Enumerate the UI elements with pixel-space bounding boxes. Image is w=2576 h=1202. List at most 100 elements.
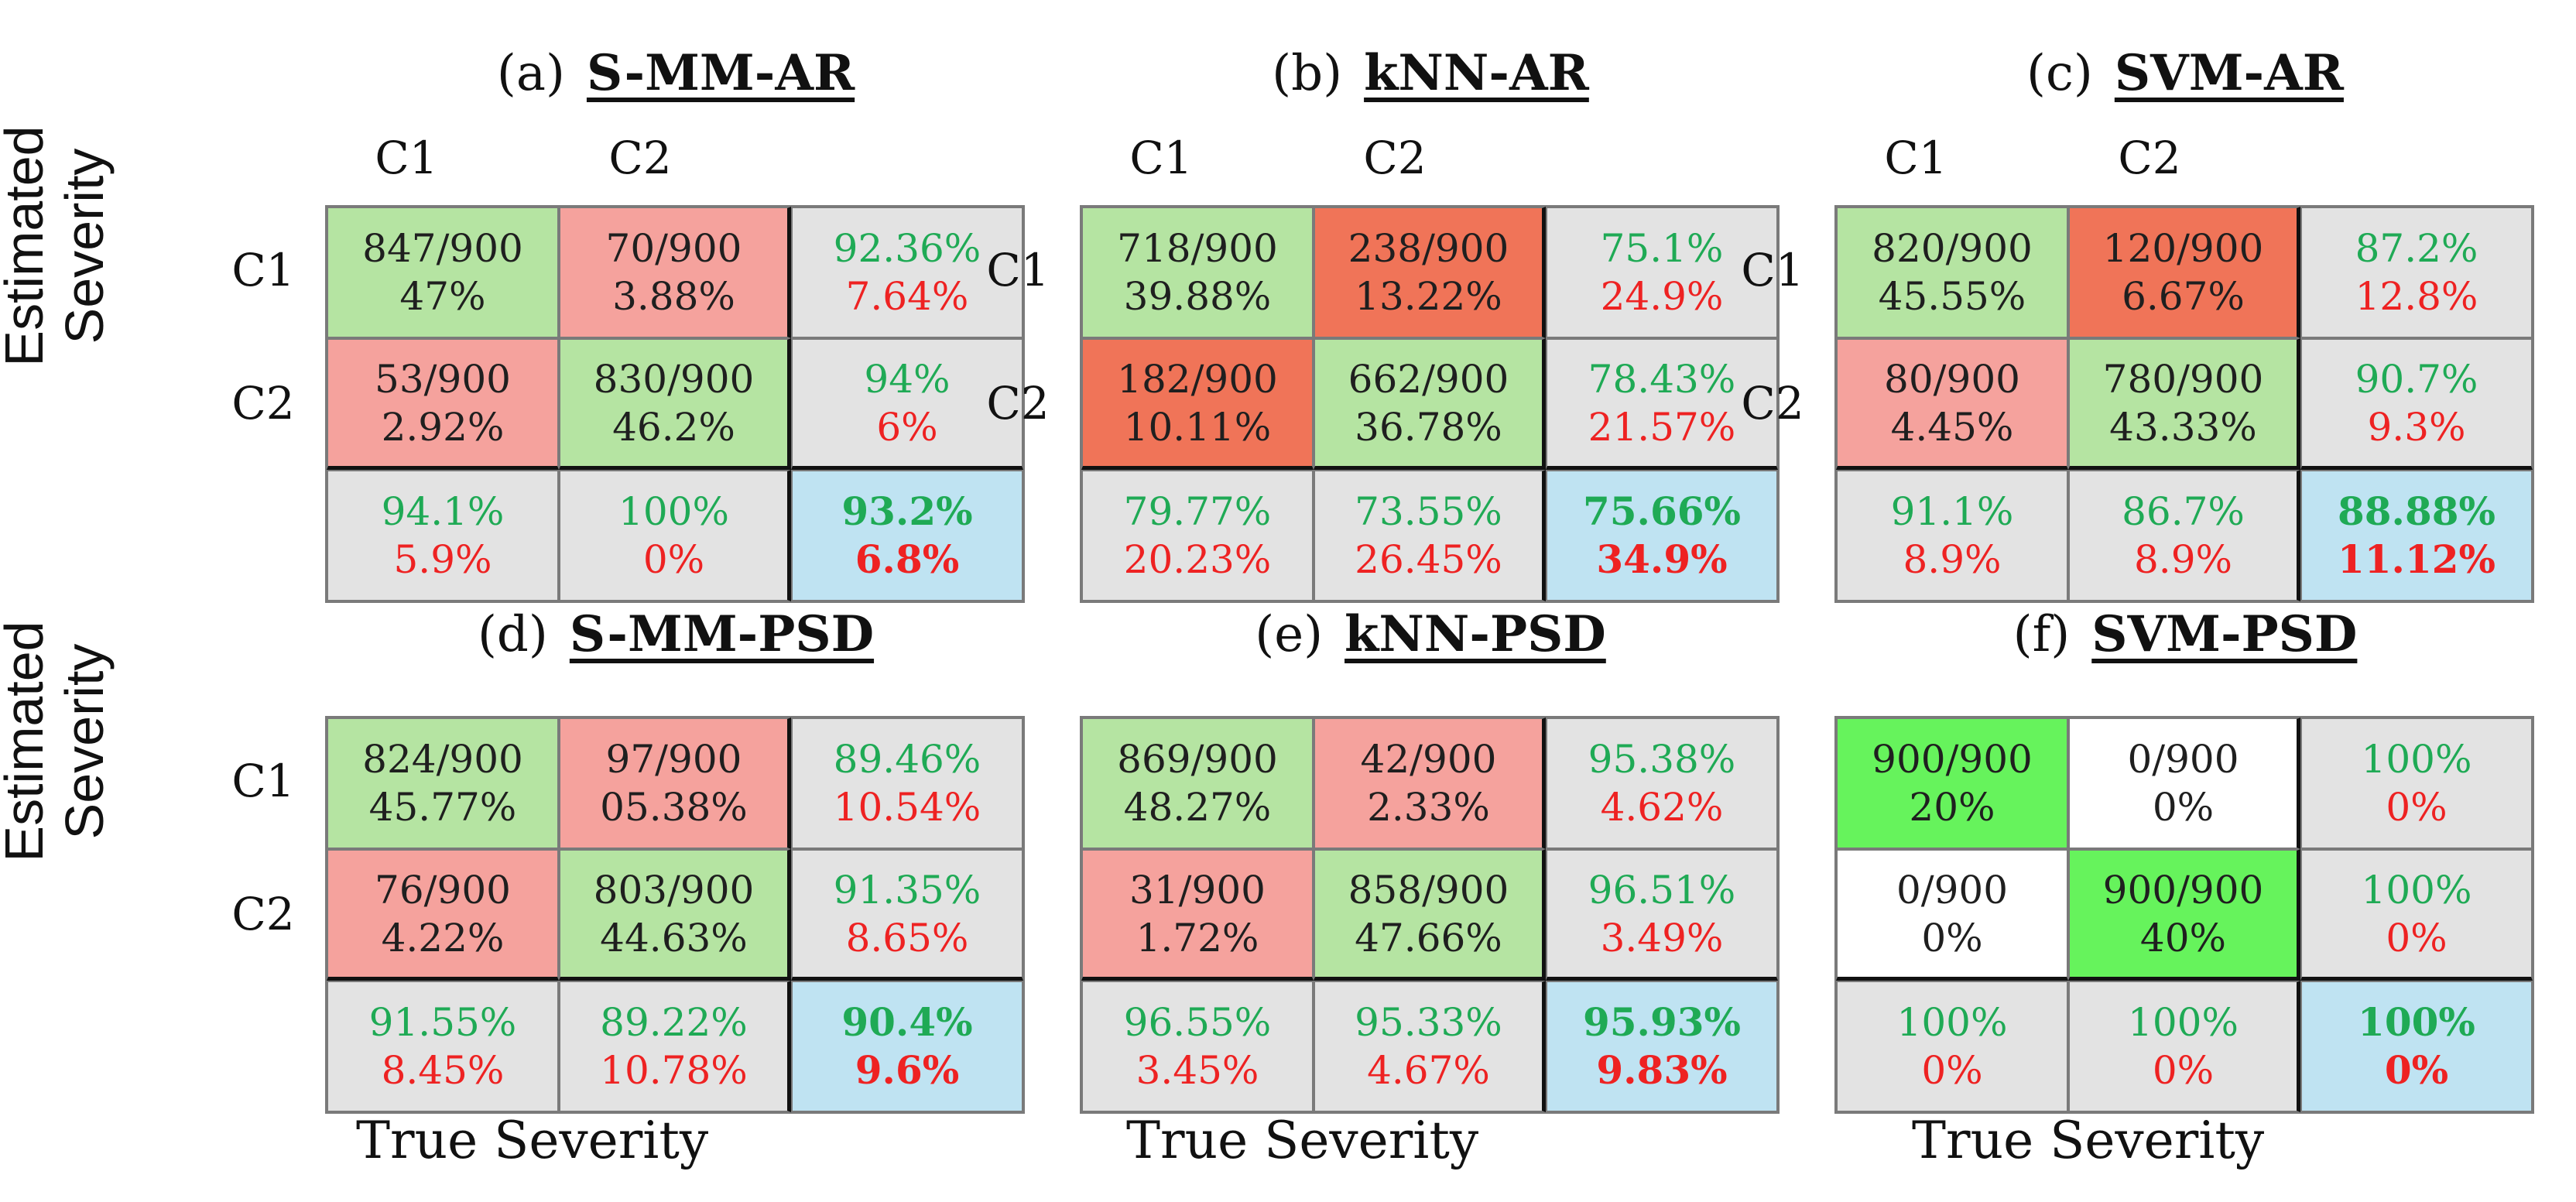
- cell-percent: 45.55%: [1878, 274, 2026, 319]
- cell-percent: 2.92%: [381, 404, 505, 450]
- column-header-2: C2: [1363, 132, 1427, 184]
- cell-count: 0/900: [2127, 737, 2239, 782]
- column-header-2: C2: [608, 132, 672, 184]
- row-precision: 91.35%: [833, 867, 981, 913]
- col-metric-cell-1: 91.1% 8.9%: [1836, 470, 2068, 601]
- col-recall: 100%: [618, 489, 729, 534]
- panel-letter: (f): [2012, 606, 2071, 663]
- row-header-2: C2: [231, 377, 295, 430]
- col-metric-cell-2: 73.55% 26.45%: [1314, 470, 1546, 601]
- col-recall: 91.1%: [1890, 489, 2014, 534]
- confusion-matrix-grid: 824/900 45.77% 97/900 05.38% 89.46% 10.54% 76/…: [325, 716, 1025, 1114]
- overall-accuracy: 93.2%: [841, 488, 973, 534]
- cell-percent: 40%: [2139, 915, 2227, 961]
- cell-count: 80/900: [1884, 356, 2020, 402]
- col-recall: 100%: [1896, 1000, 2008, 1045]
- matrix-cell-r2c1: 80/900 4.45%: [1836, 338, 2068, 470]
- col-metric-cell-1: 96.55% 3.45%: [1081, 981, 1314, 1112]
- row-error: 24.9%: [1600, 274, 1724, 319]
- row-error: 10.54%: [833, 785, 981, 830]
- row-metric-cell-1: 95.38% 4.62%: [1546, 717, 1778, 849]
- row-metric-cell-2: 78.43% 21.57%: [1546, 338, 1778, 470]
- row-error: 4.62%: [1600, 785, 1724, 830]
- cell-percent: 1.72%: [1136, 915, 1259, 961]
- column-header-1: C1: [1884, 132, 1947, 184]
- col-metric-cell-2: 89.22% 10.78%: [559, 981, 791, 1112]
- y-axis-label-top: Estimated Severity: [0, 125, 115, 367]
- row-metric-cell-2: 100% 0%: [2300, 849, 2533, 981]
- panel-name: S-MM-PSD: [569, 605, 875, 663]
- overall-accuracy: 75.66%: [1582, 488, 1742, 534]
- row-header-1: C1: [231, 755, 295, 807]
- panel-name: SVM-PSD: [2091, 605, 2358, 663]
- cell-percent: 39.88%: [1123, 274, 1272, 319]
- col-metric-cell-2: 95.33% 4.67%: [1314, 981, 1546, 1112]
- col-recall: 94.1%: [381, 489, 505, 534]
- panel-d: (d) S-MM-PSD C1 C2 824/900 45.77% 97/900 05.38%…: [231, 542, 1026, 1130]
- cell-percent: 47%: [399, 274, 486, 319]
- overall-error: 11.12%: [2337, 536, 2496, 582]
- col-metric-cell-1: 91.55% 8.45%: [327, 981, 559, 1112]
- row-error: 0%: [2386, 915, 2448, 961]
- overall-accuracy: 95.93%: [1582, 999, 1742, 1045]
- cell-count: 31/900: [1129, 867, 1266, 913]
- panel-name: SVM-AR: [2114, 44, 2344, 102]
- row-error: 0%: [2386, 785, 2448, 830]
- x-axis-label-right: True Severity: [1912, 1111, 2265, 1170]
- x-axis-label-middle: True Severity: [1126, 1111, 1479, 1170]
- col-metric-cell-2: 100% 0%: [559, 470, 791, 601]
- row-precision: 96.51%: [1588, 867, 1736, 913]
- row-metric-cell-2: 96.51% 3.49%: [1546, 849, 1778, 981]
- col-error: 0%: [642, 537, 705, 582]
- row-precision: 78.43%: [1588, 356, 1736, 402]
- cell-percent: 10.11%: [1123, 404, 1272, 450]
- panel-letter: (b): [1272, 45, 1343, 102]
- panel-title-e: (e) kNN-PSD: [1080, 592, 1781, 677]
- row-metric-cell-1: 89.46% 10.54%: [791, 717, 1023, 849]
- cell-percent: 05.38%: [600, 785, 748, 830]
- confusion-matrix-grid: 718/900 39.88% 238/900 13.22% 75.1% 24.9% 182/…: [1080, 205, 1780, 603]
- matrix-cell-r1c2: 120/900 6.67%: [2068, 207, 2300, 338]
- cell-percent: 6.67%: [2122, 274, 2245, 319]
- overall-error: 0%: [2384, 1047, 2449, 1093]
- col-error: 26.45%: [1355, 537, 1502, 582]
- column-header-1: C1: [375, 132, 438, 184]
- row-header-1: C1: [1741, 244, 1804, 296]
- cell-percent: 46.2%: [612, 404, 735, 450]
- col-error: 0%: [2152, 1048, 2215, 1093]
- matrix-cell-r1c1: 824/900 45.77%: [327, 717, 559, 849]
- column-header-2: C2: [2118, 132, 2181, 184]
- col-recall: 100%: [2128, 1000, 2239, 1045]
- matrix-cell-r2c2: 858/900 47.66%: [1314, 849, 1546, 981]
- panel-title-d: (d) S-MM-PSD: [325, 592, 1026, 677]
- overall-cell: 75.66% 34.9%: [1546, 470, 1778, 601]
- row-error: 6%: [876, 404, 938, 450]
- panel-title-c: (c) SVM-AR: [1834, 31, 2536, 116]
- overall-cell: 88.88% 11.12%: [2300, 470, 2533, 601]
- matrix-cell-r1c2: 97/900 05.38%: [559, 717, 791, 849]
- matrix-cell-r2c2: 780/900 43.33%: [2068, 338, 2300, 470]
- matrix-cell-r2c1: 0/900 0%: [1836, 849, 2068, 981]
- cell-count: 780/900: [2102, 356, 2264, 402]
- panel-letter: (e): [1255, 606, 1324, 663]
- row-header-2: C2: [1741, 377, 1804, 430]
- row-metric-cell-2: 91.35% 8.65%: [791, 849, 1023, 981]
- cell-count: 42/900: [1360, 737, 1497, 782]
- row-metric-cell-1: 92.36% 7.64%: [791, 207, 1023, 338]
- overall-accuracy: 100%: [2358, 999, 2475, 1045]
- row-header-1: C1: [986, 244, 1050, 296]
- cell-count: 900/900: [1872, 737, 2033, 782]
- col-error: 3.45%: [1136, 1048, 1259, 1093]
- col-metric-cell-2: 86.7% 8.9%: [2068, 470, 2300, 601]
- cell-count: 830/900: [593, 356, 755, 402]
- row-precision: 94%: [864, 356, 951, 402]
- col-recall: 86.7%: [2122, 489, 2245, 534]
- col-recall: 79.77%: [1123, 489, 1272, 534]
- cell-count: 718/900: [1117, 226, 1278, 271]
- matrix-cell-r1c2: 70/900 3.88%: [559, 207, 791, 338]
- cell-percent: 3.88%: [612, 274, 735, 319]
- cell-percent: 13.22%: [1355, 274, 1502, 319]
- cell-count: 182/900: [1117, 356, 1278, 402]
- matrix-cell-r2c2: 900/900 40%: [2068, 849, 2300, 981]
- cell-percent: 48.27%: [1123, 785, 1272, 830]
